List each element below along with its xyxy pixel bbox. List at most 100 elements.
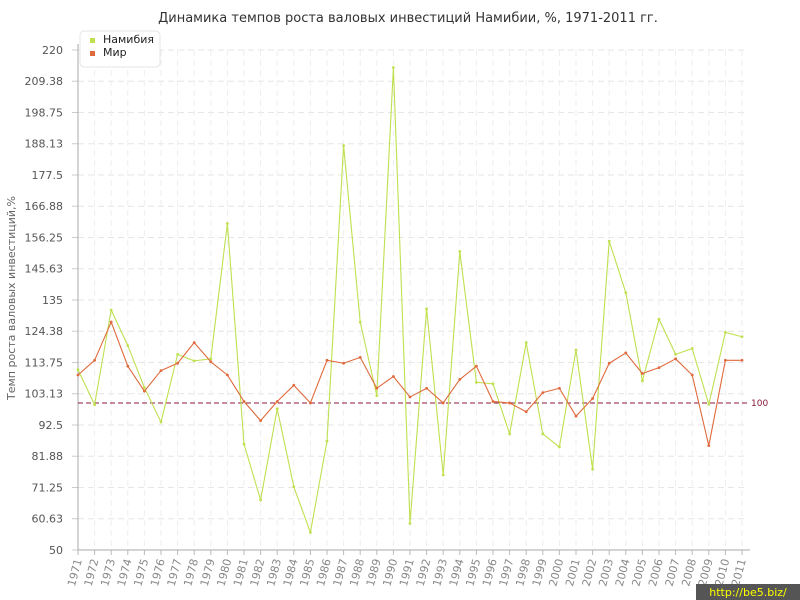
data-point: [574, 414, 578, 418]
data-point: [591, 397, 594, 400]
data-point: [541, 432, 545, 436]
y-tick-label: 145.63: [25, 263, 64, 276]
data-point: [275, 400, 279, 403]
data-point: [441, 401, 445, 405]
y-axis-ticks: 50 60.63 71.25 81.88 92.5 103.13 113.75 124.38 1…: [25, 44, 78, 557]
y-axis-label: Темп роста валовых инвестиций,%: [5, 196, 18, 401]
data-point: [209, 357, 213, 361]
y-tick-label: 188.13: [25, 138, 64, 151]
data-point: [657, 317, 661, 321]
legend-label: Намибия: [103, 33, 154, 46]
data-point: [209, 360, 213, 364]
data-point: [591, 467, 594, 471]
data-point: [624, 291, 628, 295]
watermark: http://be5.biz/: [696, 584, 800, 600]
data-point: [607, 361, 611, 365]
legend-swatch: [90, 51, 95, 56]
data-point: [358, 355, 362, 359]
data-point: [375, 394, 379, 397]
data-point: [558, 445, 561, 449]
y-tick-label: 166.88: [25, 200, 64, 213]
data-point: [408, 522, 412, 525]
legend-box: [79, 30, 161, 68]
y-tick-label: 177.5: [32, 169, 64, 182]
data-point: [724, 358, 727, 362]
data-point: [740, 358, 744, 362]
data-point: [292, 485, 296, 489]
data-point: [93, 358, 96, 362]
data-point: [641, 372, 644, 375]
data-point: [624, 351, 628, 355]
data-point: [176, 353, 180, 356]
y-tick-label: 50: [49, 544, 63, 557]
y-tick-label: 209.38: [25, 75, 64, 88]
y-tick-label: 103.13: [25, 388, 64, 401]
data-point: [226, 373, 229, 377]
data-point: [508, 432, 511, 436]
data-point: [309, 530, 312, 534]
data-point: [76, 368, 80, 372]
y-tick-label: 71.25: [32, 482, 64, 495]
data-point: [641, 379, 644, 383]
data-point: [458, 250, 462, 253]
y-tick-label: 220: [42, 44, 63, 57]
y-tick-label: 113.75: [25, 357, 64, 370]
series-lines: [76, 66, 744, 534]
axes: [77, 44, 750, 551]
data-point: [475, 364, 478, 368]
data-point: [607, 239, 611, 243]
data-point: [259, 419, 262, 422]
data-point: [674, 357, 677, 361]
y-tick-label: 135: [42, 294, 63, 307]
data-point: [491, 400, 495, 403]
data-point: [126, 344, 130, 347]
data-point: [342, 361, 345, 365]
data-point: [392, 66, 395, 70]
data-point: [740, 335, 744, 339]
data-point: [657, 366, 661, 370]
y-tick-label: 60.63: [32, 513, 64, 526]
chart-title: Динамика темпов роста валовых инвестиций…: [158, 11, 658, 26]
data-point: [159, 369, 163, 372]
data-point: [707, 444, 711, 447]
data-point: [392, 375, 395, 378]
data-point: [126, 364, 130, 368]
data-point: [508, 401, 511, 405]
data-point: [192, 341, 196, 345]
data-point: [574, 348, 578, 352]
data-point: [259, 498, 262, 502]
y-tick-label: 92.5: [39, 419, 64, 432]
data-point: [109, 308, 113, 312]
data-point: [707, 403, 711, 406]
data-point: [358, 320, 362, 324]
data-point: [524, 410, 528, 414]
data-point: [226, 222, 229, 225]
data-point: [325, 439, 329, 443]
data-point: [76, 373, 80, 377]
legend-swatch: [90, 38, 95, 43]
watermark-text: http://be5.biz/: [709, 586, 787, 599]
data-point: [558, 386, 561, 390]
data-point: [724, 330, 727, 334]
data-point: [524, 341, 528, 345]
data-point: [441, 473, 445, 477]
data-point: [690, 373, 694, 377]
y-tick-label: 198.75: [25, 107, 64, 120]
data-point: [242, 400, 246, 403]
data-point: [325, 358, 329, 362]
data-point: [425, 307, 428, 311]
data-point: [342, 144, 345, 147]
data-point: [109, 320, 113, 324]
data-point: [143, 386, 146, 390]
data-point: [375, 386, 379, 390]
reference-line: 100: [78, 399, 768, 409]
data-point: [309, 401, 312, 405]
data-point: [541, 391, 545, 395]
y-tick-label: 156.25: [25, 232, 64, 245]
data-point: [143, 389, 146, 393]
data-point: [192, 359, 196, 363]
data-point: [93, 403, 96, 407]
data-point: [491, 382, 495, 386]
